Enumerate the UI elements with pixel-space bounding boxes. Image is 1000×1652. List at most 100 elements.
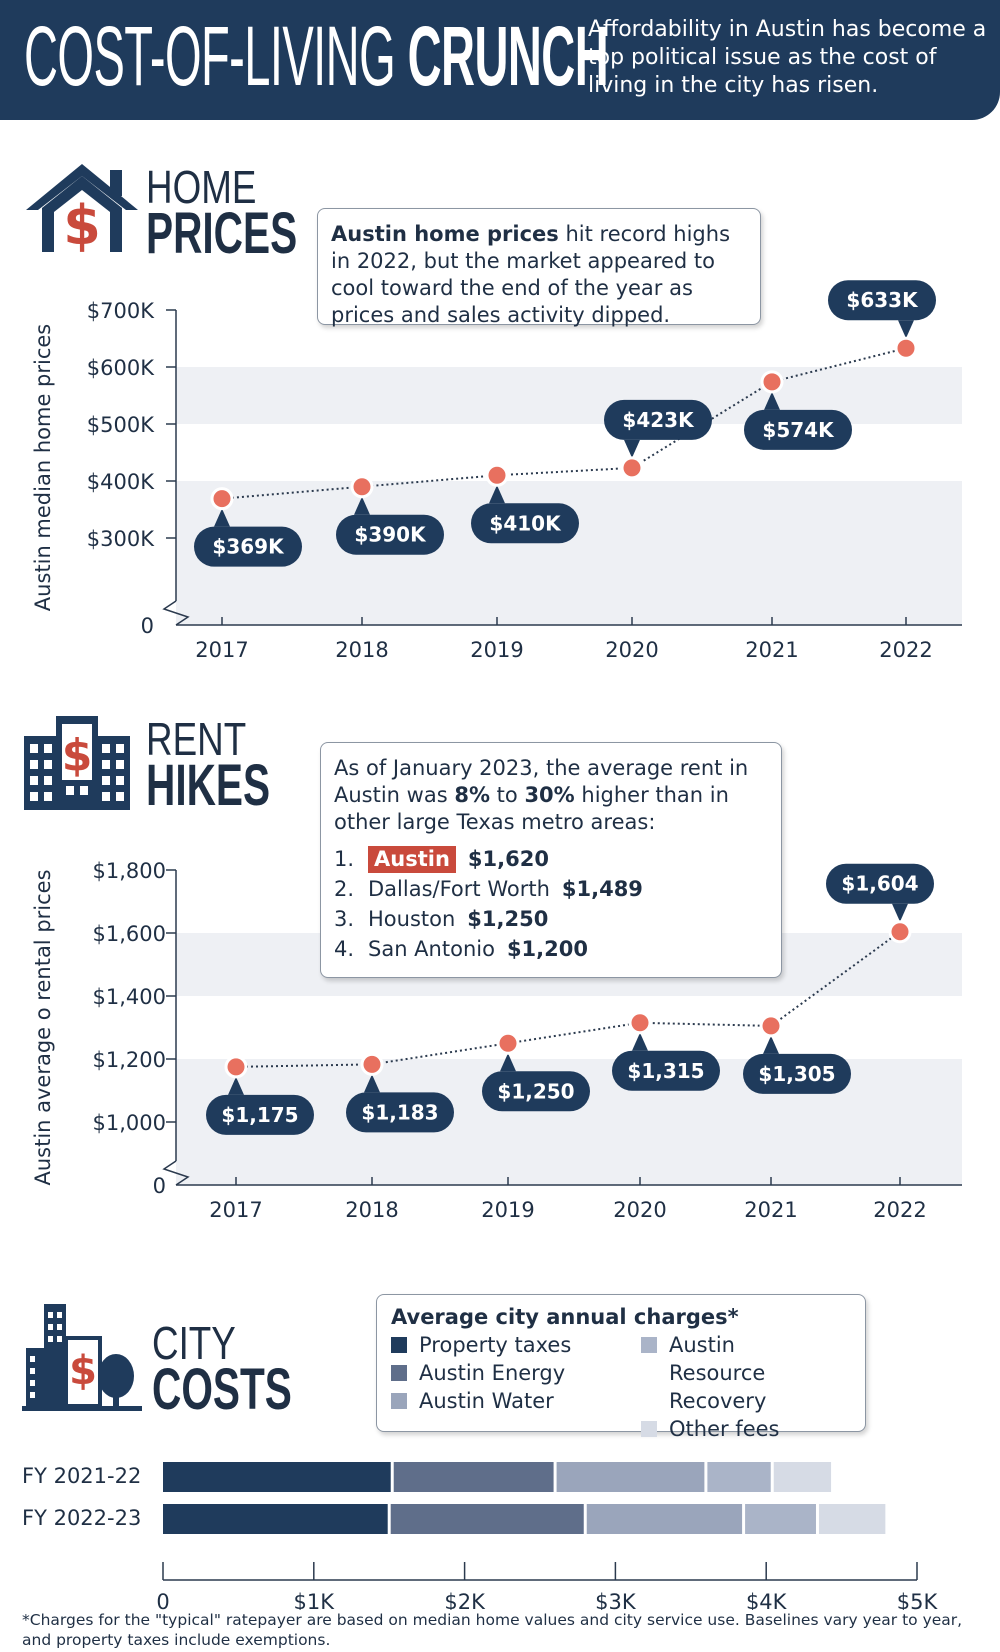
data-point bbox=[760, 370, 784, 394]
data-point bbox=[759, 1014, 783, 1038]
legend-item: Other fees bbox=[641, 1415, 831, 1443]
city-heading-bold: COSTS bbox=[152, 1357, 292, 1422]
y-tick-label: 0 bbox=[141, 614, 154, 638]
data-label: $390K bbox=[336, 496, 444, 555]
y-tick-label: $400K bbox=[87, 470, 155, 494]
rank-metro: Dallas/Fort Worth bbox=[368, 876, 550, 901]
data-label-text: $423K bbox=[622, 408, 695, 432]
data-point bbox=[628, 1011, 652, 1035]
data-label-pill bbox=[604, 399, 712, 440]
legend-swatch bbox=[391, 1337, 407, 1353]
x-tick-label: $5K bbox=[897, 1590, 939, 1610]
data-label-pill bbox=[346, 1092, 454, 1133]
x-tick-label: $1K bbox=[294, 1590, 336, 1610]
y-axis-title: Austin median home prices bbox=[31, 324, 55, 611]
rank-metro: Austin bbox=[368, 845, 456, 873]
legend-swatch bbox=[391, 1365, 407, 1381]
data-label: $1,315 bbox=[612, 1032, 720, 1091]
data-label-pointer bbox=[624, 439, 640, 458]
data-label-pill bbox=[828, 280, 936, 321]
y-tick-label: $1,800 bbox=[93, 859, 166, 883]
home-price-chart: 0 $300K $400K $500K $600K $700K Austin median … bbox=[31, 280, 962, 660]
rent-heading-bold: HIKES bbox=[146, 753, 271, 818]
rank-metro: San Antonio bbox=[368, 936, 495, 961]
svg-text:$: $ bbox=[63, 194, 101, 255]
data-label-pointer bbox=[632, 1032, 648, 1051]
home-heading-bold: PRICES bbox=[146, 201, 298, 266]
y-tick-label: $300K bbox=[87, 527, 155, 551]
bar-segment bbox=[745, 1504, 816, 1534]
data-label-pill bbox=[206, 1094, 314, 1135]
page-title: COST-OF-LIVING CRUNCH bbox=[24, 9, 609, 103]
y-axis-title: Austin average o rental prices bbox=[31, 869, 55, 1185]
x-tick-label: 2021 bbox=[744, 1198, 797, 1220]
x-tick-label: 2022 bbox=[879, 638, 932, 660]
data-label-pill bbox=[743, 1053, 851, 1094]
data-point bbox=[360, 1052, 384, 1076]
data-label-pointer bbox=[892, 903, 908, 922]
legend-label: Other fees bbox=[669, 1417, 780, 1441]
data-point bbox=[888, 920, 912, 944]
rank-item: 2. Dallas/Fort Worth $1,489 bbox=[334, 874, 768, 904]
data-label-text: $1,183 bbox=[361, 1100, 438, 1124]
rank-number: 4. bbox=[334, 936, 355, 961]
data-label-pill bbox=[826, 863, 934, 904]
data-label: $1,250 bbox=[482, 1053, 590, 1112]
rank-value: $1,250 bbox=[467, 906, 549, 931]
data-label-pill bbox=[194, 526, 302, 567]
legend-swatch bbox=[391, 1393, 407, 1409]
data-label-pointer bbox=[214, 508, 230, 527]
axis-break bbox=[162, 600, 190, 626]
bar-segment bbox=[163, 1462, 391, 1492]
data-label-pill bbox=[482, 1071, 590, 1112]
y-tick-label: $600K bbox=[87, 356, 155, 380]
x-tick-label: 2021 bbox=[745, 638, 798, 660]
data-label-pointer bbox=[228, 1076, 244, 1095]
y-tick-label: $500K bbox=[87, 413, 155, 437]
data-label-text: $1,315 bbox=[627, 1059, 704, 1083]
data-label-pointer bbox=[489, 485, 505, 504]
data-label: $1,604 bbox=[826, 863, 934, 922]
legend-swatch bbox=[641, 1421, 657, 1437]
city-heading-light: CITY bbox=[152, 1317, 236, 1369]
data-label-text: $1,250 bbox=[497, 1079, 574, 1103]
data-label: $574K bbox=[744, 391, 852, 450]
legend-item: Austin Resource Recovery bbox=[641, 1331, 831, 1415]
bar-segment bbox=[707, 1462, 771, 1492]
data-label-text: $390K bbox=[354, 523, 427, 547]
data-point bbox=[496, 1031, 520, 1055]
grid-band bbox=[176, 538, 962, 625]
x-tick-label: 2017 bbox=[209, 1198, 262, 1220]
data-point bbox=[894, 336, 918, 360]
data-label-pill bbox=[612, 1050, 720, 1091]
axis-break bbox=[162, 1160, 190, 1186]
data-label: $1,175 bbox=[206, 1076, 314, 1135]
y-tick-label: 0 bbox=[153, 1174, 166, 1198]
rank-number: 1. bbox=[334, 846, 355, 871]
data-label-pointer bbox=[500, 1053, 516, 1072]
x-tick-label: 2018 bbox=[345, 1198, 398, 1220]
footnote: *Charges for the "typical" ratepayer are… bbox=[22, 1611, 963, 1649]
data-label: $410K bbox=[471, 485, 579, 544]
rank-metro: Houston bbox=[368, 906, 456, 931]
x-tick-label: 2022 bbox=[873, 1198, 926, 1220]
y-tick-label: $700K bbox=[87, 299, 155, 323]
bar-segment bbox=[390, 1504, 584, 1534]
rank-value: $1,489 bbox=[561, 876, 643, 901]
home-callout-text: hit record highs in 2022, but the market… bbox=[331, 222, 731, 327]
y-tick-label: $1,400 bbox=[93, 985, 166, 1009]
x-tick-label: 0 bbox=[156, 1590, 169, 1610]
rent-ranking-list: 1. Austin $1,620 2. Dallas/Fort Worth $1,489 3… bbox=[334, 844, 768, 964]
data-label-pill bbox=[471, 503, 579, 544]
bar-segment bbox=[773, 1462, 832, 1492]
rent-callout: As of January 2023, the average rent in … bbox=[320, 742, 782, 978]
svg-text:$: $ bbox=[69, 1348, 97, 1394]
house-dollar-icon: $ bbox=[26, 164, 138, 255]
legend-swatch bbox=[641, 1337, 657, 1353]
header-banner bbox=[0, 0, 1000, 120]
data-label: $1,305 bbox=[743, 1035, 851, 1094]
data-label-pointer bbox=[354, 496, 370, 515]
legend-title: Average city annual charges* bbox=[391, 1305, 739, 1329]
legend-label: Austin Water bbox=[419, 1389, 554, 1413]
bar-segment bbox=[556, 1462, 705, 1492]
